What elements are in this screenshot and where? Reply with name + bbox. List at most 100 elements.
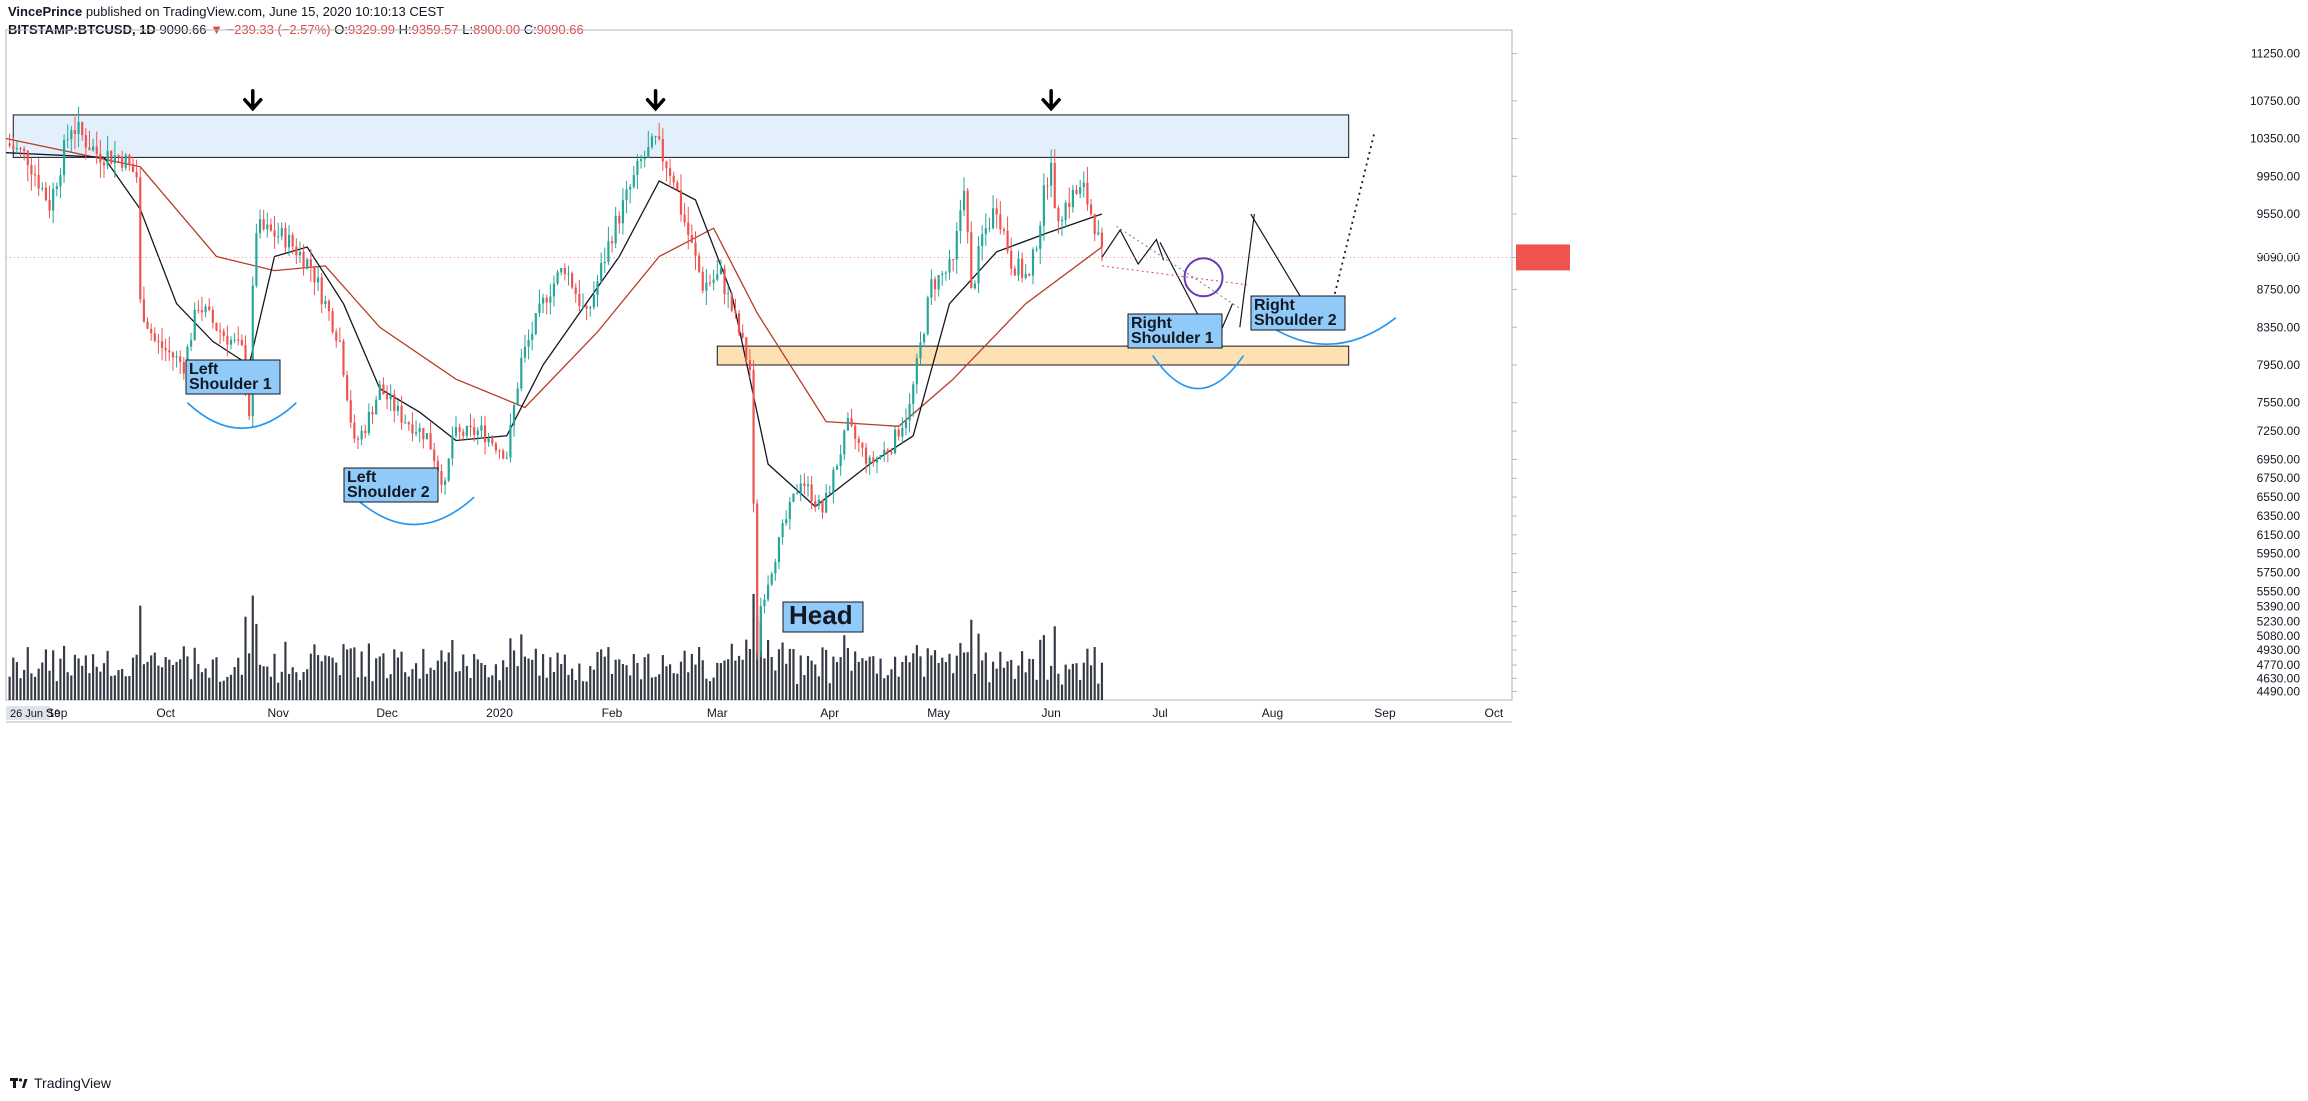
volume-bar (240, 674, 243, 700)
candle-body (23, 148, 26, 151)
candle-body (385, 394, 389, 400)
volume-bar (545, 677, 548, 700)
volume-bar (578, 663, 581, 700)
volume-bar (229, 674, 233, 700)
candle-body (266, 224, 269, 230)
volume-bar (639, 679, 643, 700)
candle-body (589, 307, 592, 309)
volume-bar (527, 658, 530, 700)
volume-bar (1071, 663, 1074, 700)
candle-body (193, 309, 196, 341)
volume-bar (273, 653, 276, 700)
candle-body (708, 282, 712, 284)
candle-body (904, 420, 908, 428)
candle-body (494, 443, 497, 451)
x-tick-label: May (927, 706, 950, 720)
candle-body (113, 155, 116, 164)
candle-body (973, 283, 977, 289)
tradingview-brand[interactable]: TradingView (34, 1075, 112, 1091)
volume-bar (465, 666, 468, 700)
candle-body (48, 200, 51, 211)
volume-bar (531, 659, 534, 700)
volume-bar (1042, 635, 1045, 700)
volume-bar (701, 660, 704, 700)
candle-body (1039, 225, 1042, 249)
candle-body (581, 305, 585, 307)
candle-body (759, 606, 762, 652)
volume-bar (600, 649, 603, 700)
candle-body (226, 335, 229, 345)
candle-body (770, 573, 773, 585)
volume-bar (197, 663, 200, 700)
volume-bar (897, 676, 900, 700)
author-name[interactable]: VincePrince (8, 4, 83, 19)
candle-body (346, 375, 349, 401)
candle-body (1068, 202, 1071, 207)
price-chart[interactable]: 11250.00 10750.00 10350.00 9950.00 9550.00 90… (0, 0, 2308, 1070)
volume-bar (59, 658, 62, 700)
pattern-label-line2: Shoulder 2 (347, 484, 430, 501)
pattern-label-box (185, 359, 281, 395)
volume-bar (360, 651, 363, 700)
candle-body (520, 357, 523, 389)
volume-bar (552, 671, 556, 700)
volume-bar (404, 672, 407, 700)
volume-bar (520, 634, 523, 700)
candle-body (531, 333, 534, 340)
volume-bar (33, 676, 37, 700)
candle-body (277, 236, 280, 238)
candle-body (418, 428, 421, 433)
candle-body (810, 484, 813, 502)
volume-bar (55, 681, 58, 700)
volume-bar (846, 648, 849, 700)
volume-bar (810, 660, 813, 700)
volume-bar (175, 661, 178, 700)
volume-bar (480, 662, 483, 700)
candle-body (796, 492, 799, 494)
down-arrow-icon (645, 89, 666, 112)
candle-body (255, 233, 258, 286)
volume-bar (306, 669, 309, 700)
pattern-label-line2: Shoulder 1 (189, 376, 272, 393)
volume-bar (324, 655, 327, 700)
candle-body (512, 405, 516, 426)
candle-body (552, 283, 556, 297)
candle-body (799, 483, 802, 493)
volume-bar (414, 663, 418, 700)
candle-body (95, 146, 98, 154)
volume-bar (614, 659, 617, 700)
volume-bar (396, 657, 400, 700)
volume-bar (266, 666, 269, 700)
volume-bar (502, 660, 505, 700)
volume-bar (770, 656, 773, 700)
volume-bar (563, 654, 566, 700)
candle-body (944, 272, 947, 274)
candle-body (915, 358, 918, 385)
volume-bar (930, 655, 933, 700)
volume-bar (806, 655, 810, 700)
volume-bar (277, 682, 280, 700)
volume-bar (665, 666, 668, 700)
volume-bar (1024, 672, 1027, 700)
candle-body (422, 428, 425, 440)
y-tick-label: 4930.00 (2257, 643, 2301, 657)
candle-body (872, 457, 875, 463)
volume-bar (385, 678, 389, 700)
volume-bar (832, 656, 835, 700)
candle-body (1010, 250, 1013, 269)
y-tick-label: 9090.00 (2257, 250, 2301, 264)
volume-bar (81, 665, 84, 700)
candle-body (469, 425, 472, 428)
candle-body (875, 457, 879, 463)
candle-body (632, 175, 635, 188)
volume-bar (211, 659, 214, 700)
volume-bar (346, 649, 349, 700)
candle-body (440, 470, 443, 485)
candle-body (1006, 230, 1009, 251)
volume-bar (796, 683, 799, 700)
volume-bar (977, 633, 980, 700)
candle-body (55, 186, 58, 189)
y-tick-label: 10350.00 (2250, 132, 2300, 146)
